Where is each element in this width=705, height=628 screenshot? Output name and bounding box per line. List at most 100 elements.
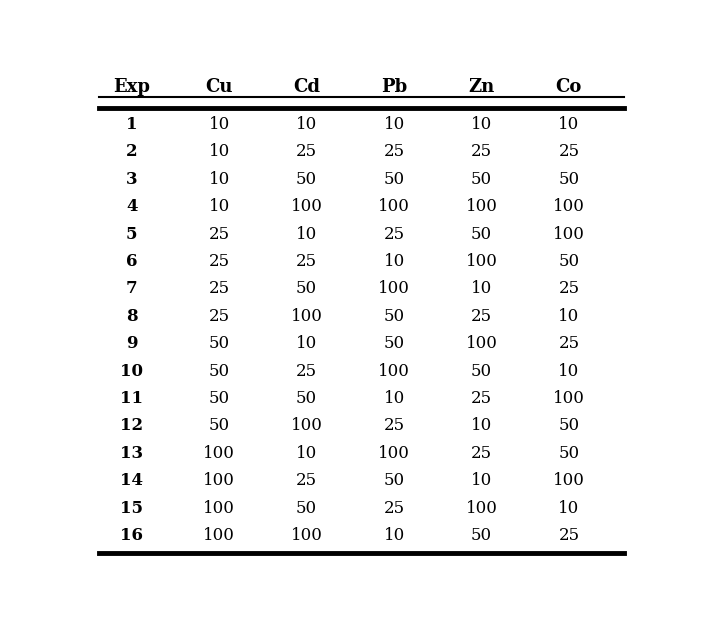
Text: 50: 50	[296, 500, 317, 517]
Text: 100: 100	[378, 445, 410, 462]
Text: 10: 10	[209, 198, 230, 215]
Text: 10: 10	[558, 362, 580, 379]
Text: 10: 10	[384, 527, 405, 544]
Text: 25: 25	[296, 253, 317, 270]
Text: 10: 10	[471, 418, 492, 435]
Text: 16: 16	[121, 527, 143, 544]
Text: 50: 50	[471, 171, 492, 188]
Text: 9: 9	[126, 335, 137, 352]
Text: 25: 25	[296, 362, 317, 379]
Text: 100: 100	[290, 418, 323, 435]
Text: 100: 100	[553, 225, 585, 242]
Text: 25: 25	[558, 527, 580, 544]
Text: 100: 100	[378, 362, 410, 379]
Text: 15: 15	[121, 500, 143, 517]
Text: 100: 100	[553, 390, 585, 407]
Text: 10: 10	[384, 253, 405, 270]
Text: 50: 50	[384, 472, 405, 489]
Text: 10: 10	[209, 116, 230, 133]
Text: 50: 50	[558, 445, 580, 462]
Text: 50: 50	[384, 335, 405, 352]
Text: 50: 50	[384, 171, 405, 188]
Text: 100: 100	[290, 527, 323, 544]
Text: 25: 25	[471, 308, 492, 325]
Text: 25: 25	[384, 143, 405, 160]
Text: 100: 100	[203, 527, 235, 544]
Text: 50: 50	[471, 225, 492, 242]
Text: 12: 12	[121, 418, 143, 435]
Text: 14: 14	[121, 472, 143, 489]
Text: 50: 50	[296, 390, 317, 407]
Text: 10: 10	[209, 143, 230, 160]
Text: 25: 25	[296, 472, 317, 489]
Text: 100: 100	[203, 445, 235, 462]
Text: 10: 10	[384, 116, 405, 133]
Text: 50: 50	[558, 171, 580, 188]
Text: 25: 25	[209, 308, 230, 325]
Text: 100: 100	[290, 198, 323, 215]
Text: 50: 50	[296, 280, 317, 297]
Text: 50: 50	[209, 418, 230, 435]
Text: 10: 10	[471, 280, 492, 297]
Text: 25: 25	[384, 418, 405, 435]
Text: 10: 10	[296, 225, 317, 242]
Text: Cu: Cu	[205, 78, 233, 97]
Text: Cd: Cd	[293, 78, 320, 97]
Text: 2: 2	[126, 143, 137, 160]
Text: 100: 100	[465, 198, 498, 215]
Text: Exp: Exp	[114, 78, 150, 97]
Text: Pb: Pb	[381, 78, 407, 97]
Text: 25: 25	[558, 335, 580, 352]
Text: 100: 100	[553, 472, 585, 489]
Text: 50: 50	[209, 335, 230, 352]
Text: 4: 4	[126, 198, 137, 215]
Text: 1: 1	[126, 116, 137, 133]
Text: 25: 25	[471, 445, 492, 462]
Text: 100: 100	[203, 500, 235, 517]
Text: 25: 25	[471, 390, 492, 407]
Text: Zn: Zn	[468, 78, 495, 97]
Text: 25: 25	[296, 143, 317, 160]
Text: 10: 10	[558, 308, 580, 325]
Text: 10: 10	[558, 116, 580, 133]
Text: 100: 100	[290, 308, 323, 325]
Text: 25: 25	[471, 143, 492, 160]
Text: 50: 50	[471, 527, 492, 544]
Text: 10: 10	[471, 472, 492, 489]
Text: 25: 25	[209, 253, 230, 270]
Text: 13: 13	[121, 445, 143, 462]
Text: 50: 50	[558, 418, 580, 435]
Text: 50: 50	[384, 308, 405, 325]
Text: 10: 10	[296, 335, 317, 352]
Text: 50: 50	[558, 253, 580, 270]
Text: 6: 6	[126, 253, 137, 270]
Text: 50: 50	[209, 362, 230, 379]
Text: 100: 100	[465, 253, 498, 270]
Text: 25: 25	[384, 225, 405, 242]
Text: 25: 25	[558, 143, 580, 160]
Text: 50: 50	[471, 362, 492, 379]
Text: 5: 5	[126, 225, 137, 242]
Text: 50: 50	[296, 171, 317, 188]
Text: 25: 25	[558, 280, 580, 297]
Text: 10: 10	[384, 390, 405, 407]
Text: 8: 8	[126, 308, 137, 325]
Text: Co: Co	[556, 78, 582, 97]
Text: 10: 10	[296, 445, 317, 462]
Text: 10: 10	[121, 362, 143, 379]
Text: 10: 10	[209, 171, 230, 188]
Text: 100: 100	[378, 280, 410, 297]
Text: 100: 100	[203, 472, 235, 489]
Text: 25: 25	[209, 280, 230, 297]
Text: 10: 10	[471, 116, 492, 133]
Text: 10: 10	[558, 500, 580, 517]
Text: 11: 11	[121, 390, 143, 407]
Text: 100: 100	[553, 198, 585, 215]
Text: 25: 25	[209, 225, 230, 242]
Text: 10: 10	[296, 116, 317, 133]
Text: 100: 100	[465, 500, 498, 517]
Text: 3: 3	[126, 171, 137, 188]
Text: 7: 7	[126, 280, 137, 297]
Text: 100: 100	[378, 198, 410, 215]
Text: 100: 100	[465, 335, 498, 352]
